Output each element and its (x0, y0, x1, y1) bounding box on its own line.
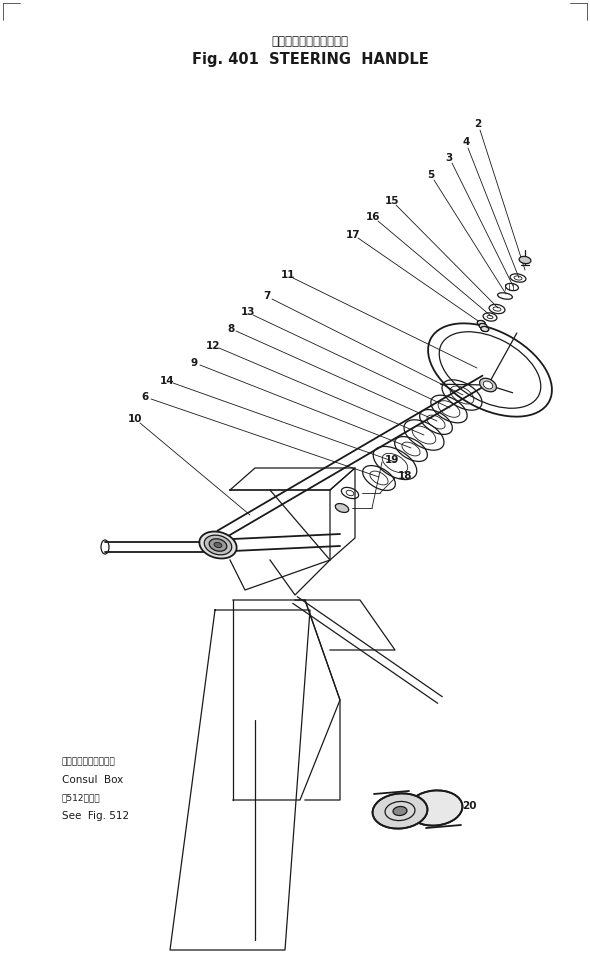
Text: 12: 12 (206, 341, 221, 351)
Text: Consul  Box: Consul Box (62, 775, 123, 785)
Ellipse shape (372, 793, 427, 828)
Text: 18: 18 (398, 471, 412, 481)
Text: 14: 14 (160, 376, 175, 386)
Ellipse shape (408, 790, 463, 825)
Text: 8: 8 (227, 323, 234, 334)
Ellipse shape (209, 539, 227, 552)
Text: 16: 16 (366, 212, 381, 222)
Ellipse shape (214, 543, 222, 548)
Ellipse shape (483, 382, 493, 388)
Text: コンソール　ボックス: コンソール ボックス (62, 757, 116, 766)
Text: 第512図参照: 第512図参照 (62, 793, 101, 802)
Text: ステアリング　ハンドル: ステアリング ハンドル (271, 35, 349, 48)
Text: 17: 17 (346, 229, 360, 240)
Text: 3: 3 (445, 152, 453, 162)
Text: 4: 4 (462, 138, 470, 148)
Ellipse shape (393, 807, 407, 816)
Text: 19: 19 (385, 455, 399, 465)
Text: 5: 5 (427, 170, 434, 180)
Text: 15: 15 (385, 196, 399, 206)
Text: 20: 20 (462, 801, 477, 811)
Text: 2: 2 (474, 119, 482, 129)
Ellipse shape (199, 531, 237, 558)
Text: 11: 11 (280, 270, 295, 281)
Ellipse shape (477, 320, 485, 325)
Text: See  Fig. 512: See Fig. 512 (62, 811, 129, 821)
Ellipse shape (480, 379, 496, 391)
Ellipse shape (481, 326, 489, 331)
Ellipse shape (335, 504, 349, 513)
Text: 7: 7 (263, 291, 270, 301)
Text: 9: 9 (191, 357, 198, 368)
Text: 13: 13 (240, 308, 255, 318)
Text: 10: 10 (128, 415, 143, 424)
Ellipse shape (479, 323, 487, 328)
Ellipse shape (204, 535, 232, 554)
Text: Fig. 401  STEERING  HANDLE: Fig. 401 STEERING HANDLE (192, 51, 428, 66)
Ellipse shape (519, 256, 531, 263)
Text: 6: 6 (142, 392, 149, 402)
